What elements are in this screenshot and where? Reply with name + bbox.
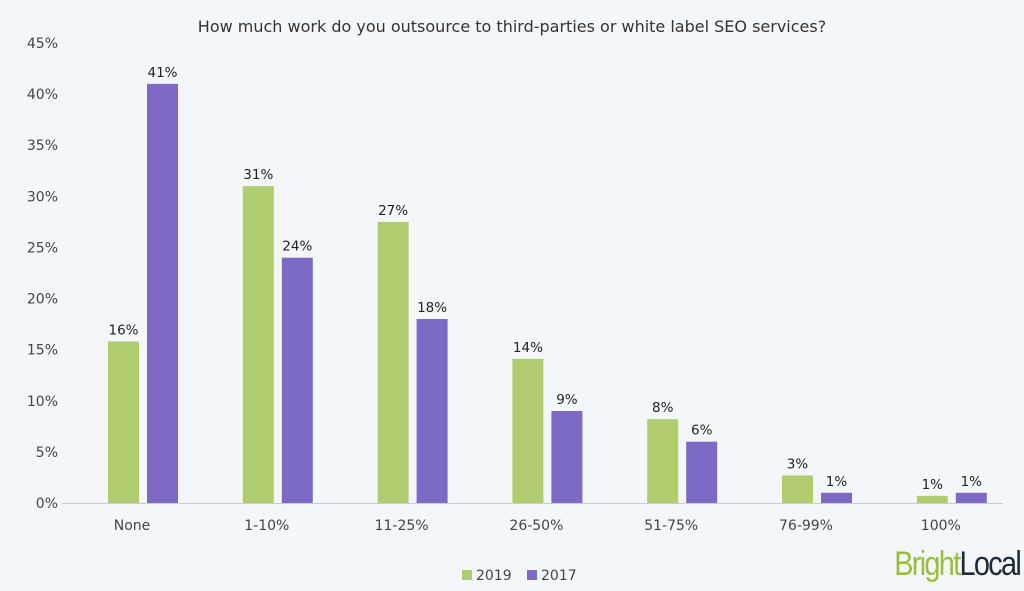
bar-2017 bbox=[551, 411, 583, 503]
bar-2017 bbox=[686, 441, 718, 503]
bar-2017 bbox=[281, 257, 313, 503]
bar-2019 bbox=[377, 221, 409, 503]
bar-2019 bbox=[647, 419, 679, 503]
data-label: 3% bbox=[787, 456, 809, 472]
legend-swatch bbox=[462, 570, 472, 580]
data-label: 18% bbox=[417, 300, 447, 316]
data-label: 41% bbox=[147, 65, 177, 81]
data-label: 1% bbox=[961, 474, 983, 490]
brightlocal-logo: BrightLocal bbox=[894, 545, 1022, 584]
logo-bright: Bright bbox=[894, 545, 961, 583]
y-tick-label: 45% bbox=[27, 36, 58, 52]
data-label: 8% bbox=[652, 400, 674, 416]
data-label: 1% bbox=[826, 474, 848, 490]
y-tick-label: 20% bbox=[27, 292, 58, 308]
bar-2019 bbox=[108, 341, 139, 503]
data-label: 31% bbox=[243, 167, 273, 183]
data-label: 24% bbox=[282, 239, 312, 255]
bar-2019 bbox=[916, 495, 948, 503]
x-tick-label: 100% bbox=[921, 518, 961, 534]
data-label: 27% bbox=[378, 203, 408, 219]
data-label: 6% bbox=[691, 423, 713, 439]
chart-title: How much work do you outsource to third-… bbox=[198, 17, 826, 36]
x-tick-label: 1-10% bbox=[244, 518, 289, 534]
bar-2017 bbox=[147, 83, 178, 503]
legend-label: 2019 bbox=[476, 568, 512, 584]
y-tick-label: 10% bbox=[27, 394, 58, 410]
logo-local: Local bbox=[959, 545, 1021, 583]
bar-2017 bbox=[955, 492, 987, 503]
y-tick-label: 30% bbox=[27, 189, 58, 205]
bar-2019 bbox=[782, 475, 813, 503]
data-label: 1% bbox=[922, 477, 944, 493]
legend-swatch bbox=[527, 570, 537, 580]
bar-2019 bbox=[242, 186, 274, 503]
data-label: 16% bbox=[108, 322, 138, 338]
legend-label: 2017 bbox=[541, 568, 577, 584]
x-tick-label: 11-25% bbox=[375, 518, 429, 534]
x-tick-label: 76-99% bbox=[779, 518, 833, 534]
bar-2017 bbox=[416, 319, 448, 503]
y-tick-label: 35% bbox=[27, 138, 58, 154]
y-tick-label: 15% bbox=[27, 343, 58, 359]
y-tick-label: 40% bbox=[27, 87, 58, 103]
x-tick-label: None bbox=[114, 518, 151, 534]
bar-2017 bbox=[821, 492, 852, 503]
data-label: 9% bbox=[556, 392, 578, 408]
x-tick-label: 26-50% bbox=[509, 518, 563, 534]
x-tick-label: 51-75% bbox=[644, 518, 698, 534]
data-label: 14% bbox=[513, 340, 543, 356]
y-tick-label: 5% bbox=[36, 445, 58, 461]
y-tick-label: 25% bbox=[27, 240, 58, 256]
bar-2019 bbox=[512, 358, 544, 503]
y-tick-label: 0% bbox=[36, 496, 58, 512]
